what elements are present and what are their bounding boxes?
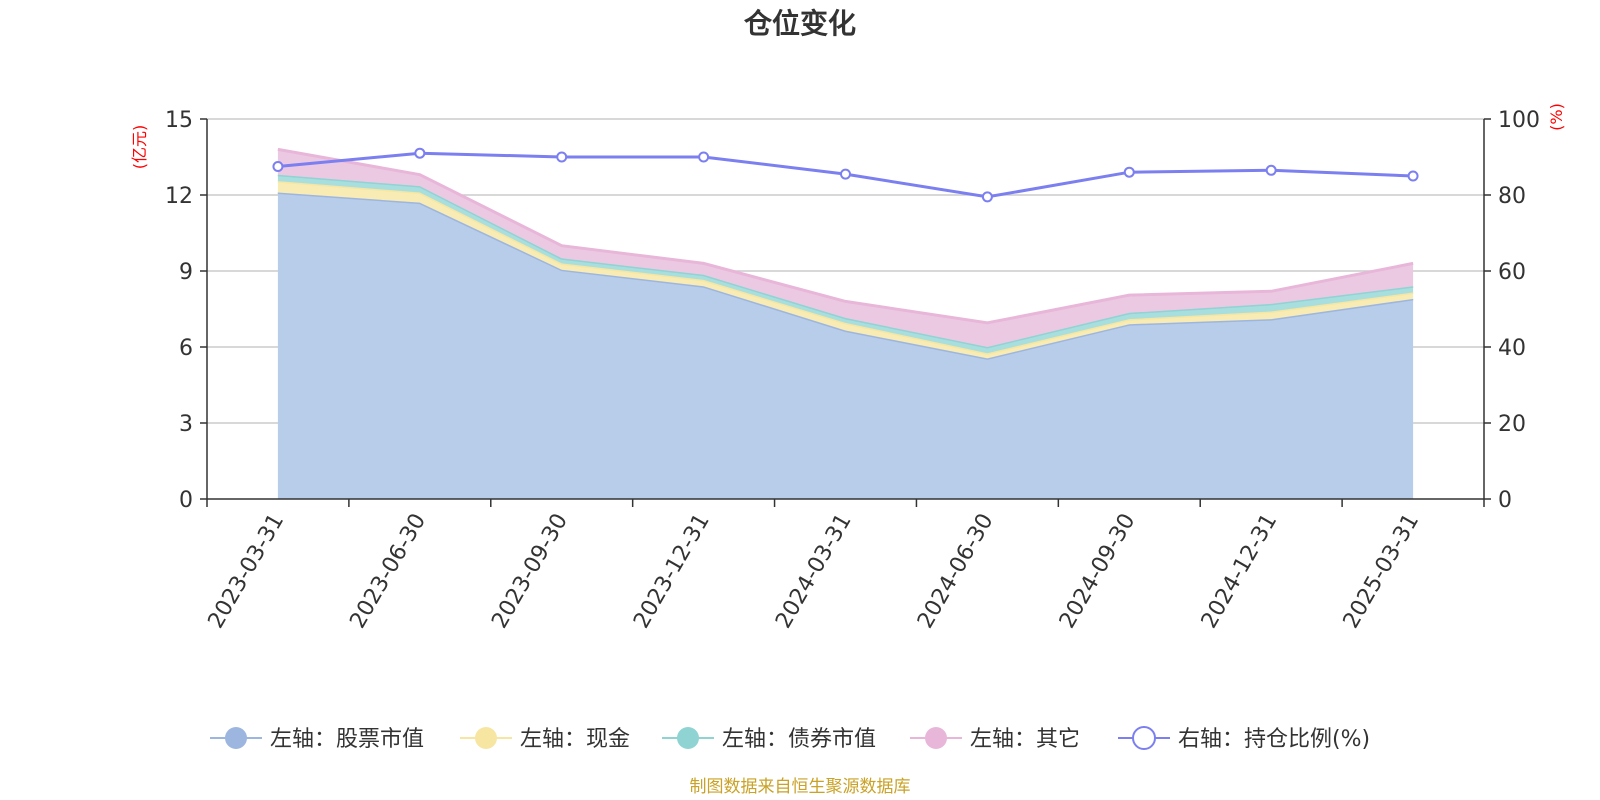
ratio-point	[1123, 166, 1135, 178]
holding-ratio-series	[272, 147, 1419, 203]
legend-marker	[225, 727, 247, 749]
legend: 左轴：股票市值 左轴：现金 左轴：债券市值 左轴：其它 右轴：持仓比例(%)	[210, 726, 1370, 752]
x-axis-label: 2023-06-30	[345, 510, 431, 633]
ratio-point	[1407, 170, 1419, 182]
legend-item: 右轴：持仓比例(%)	[1118, 726, 1370, 752]
right-axis-tick-label: 60	[1498, 260, 1526, 285]
x-axis-label: 2025-03-31	[1339, 510, 1425, 633]
left-axis-tick-label: 15	[165, 108, 193, 133]
legend-label: 左轴：其它	[970, 727, 1080, 752]
x-axis-label: 2023-09-30	[487, 510, 573, 633]
area-左轴：其它	[277, 149, 1414, 347]
legend-marker	[475, 727, 497, 749]
right-axis-tick-label: 0	[1498, 488, 1512, 513]
right-axis-tick-label: 80	[1498, 184, 1526, 209]
ratio-point	[981, 191, 993, 203]
right-axis-unit: (%)	[1547, 103, 1566, 131]
area-左轴：股票市值	[277, 192, 1414, 499]
x-axis-label: 2024-12-31	[1197, 510, 1283, 633]
left-axis-tick-label: 3	[179, 412, 193, 437]
area-series	[277, 147, 1414, 499]
x-axis-label: 2023-03-31	[204, 510, 290, 633]
legend-marker	[925, 727, 947, 749]
left-axis-tick-label: 12	[165, 184, 193, 209]
ratio-point	[1265, 164, 1277, 176]
x-axis-label: 2024-03-31	[771, 510, 857, 633]
x-axis-label: 2023-12-31	[629, 510, 715, 633]
data-source-note: 制图数据来自恒生聚源数据库	[690, 777, 911, 797]
ratio-point	[556, 151, 568, 163]
legend-item: 左轴：现金	[460, 727, 630, 752]
area-edge-左轴：其它	[277, 147, 1414, 325]
legend-item: 左轴：债券市值	[662, 727, 876, 752]
left-axis-unit: (亿元)	[130, 125, 149, 170]
legend-item: 左轴：股票市值	[210, 727, 424, 752]
legend-label: 左轴：债券市值	[722, 727, 876, 752]
legend-marker	[1132, 726, 1156, 750]
left-axis-tick-label: 6	[179, 336, 193, 361]
right-axis-tick-label: 100	[1498, 108, 1540, 133]
right-axis-tick-label: 20	[1498, 412, 1526, 437]
legend-label: 右轴：持仓比例(%)	[1178, 727, 1370, 752]
ratio-point	[414, 147, 426, 159]
legend-label: 左轴：股票市值	[270, 727, 424, 752]
ratio-point	[272, 161, 284, 172]
x-axis-label: 2024-06-30	[913, 510, 999, 633]
legend-marker	[677, 727, 699, 749]
chart-title: 仓位变化	[744, 7, 856, 40]
legend-label: 左轴：现金	[520, 727, 630, 752]
right-axis-tick-label: 40	[1498, 336, 1526, 361]
x-axis-label: 2024-09-30	[1055, 510, 1141, 633]
ratio-point	[840, 168, 851, 180]
legend-item: 左轴：其它	[910, 727, 1080, 752]
ratio-point	[698, 151, 710, 163]
left-axis-tick-label: 9	[179, 260, 193, 285]
left-axis-tick-label: 0	[179, 488, 193, 513]
